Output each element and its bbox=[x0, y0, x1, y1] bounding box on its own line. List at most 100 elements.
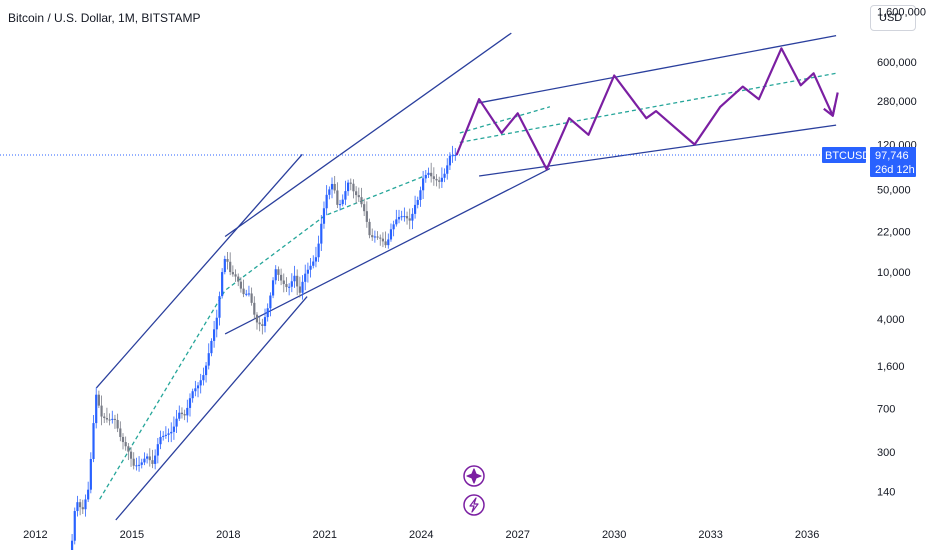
candle-body bbox=[79, 502, 82, 508]
candle-body bbox=[239, 281, 243, 289]
symbol-badge-text: BTCUSD bbox=[825, 150, 870, 162]
candle-body bbox=[360, 197, 363, 205]
candle-body bbox=[95, 394, 98, 424]
candle-body bbox=[154, 455, 157, 464]
candles bbox=[70, 145, 457, 550]
candle-body bbox=[288, 286, 291, 288]
candle-body bbox=[346, 182, 350, 192]
candle-body bbox=[108, 419, 111, 421]
candle-body bbox=[400, 216, 403, 218]
candle-body bbox=[218, 296, 221, 318]
candle-body bbox=[373, 236, 376, 238]
y-tick-label: 700 bbox=[877, 404, 895, 416]
candle-body bbox=[191, 391, 194, 399]
candle-body bbox=[277, 269, 280, 275]
candle-countdown: 26d 12h bbox=[875, 164, 915, 176]
sparkle-icon[interactable] bbox=[463, 465, 485, 487]
candle-body bbox=[443, 173, 446, 178]
candle-body bbox=[258, 322, 261, 325]
x-tick-label: 2030 bbox=[602, 529, 626, 541]
candle-body bbox=[363, 204, 366, 212]
candle-body bbox=[121, 436, 125, 443]
candle-body bbox=[180, 412, 184, 415]
candle-body bbox=[124, 442, 127, 447]
candle-body bbox=[175, 418, 178, 427]
candle-body bbox=[186, 407, 189, 416]
x-tick-label: 2036 bbox=[795, 529, 819, 541]
candle-body bbox=[266, 308, 269, 318]
candle-body bbox=[103, 416, 106, 419]
candle-body bbox=[100, 405, 103, 417]
candle-body bbox=[207, 353, 210, 366]
candle-body bbox=[116, 419, 119, 429]
candle-body bbox=[395, 219, 398, 225]
candle-body bbox=[231, 272, 234, 275]
candle-body bbox=[105, 418, 109, 420]
channel-line-mid-lower bbox=[224, 168, 551, 335]
candle-body bbox=[357, 195, 360, 198]
candle-body bbox=[202, 375, 205, 381]
candle-body bbox=[336, 190, 339, 205]
y-tick-label: 300 bbox=[877, 447, 895, 459]
candle-body bbox=[296, 275, 299, 287]
midline-mid-trend-3 bbox=[459, 72, 837, 144]
candle-body bbox=[322, 208, 326, 224]
candle-body bbox=[301, 281, 304, 293]
candle-body bbox=[392, 224, 395, 230]
candle-body bbox=[73, 511, 76, 541]
candle-body bbox=[146, 456, 149, 459]
candle-body bbox=[156, 444, 159, 456]
candle-body bbox=[223, 258, 226, 273]
candle-body bbox=[172, 426, 176, 432]
candle-body bbox=[430, 172, 433, 177]
candle-body bbox=[76, 502, 79, 512]
candle-body bbox=[440, 177, 443, 182]
candle-body bbox=[148, 456, 151, 461]
candle-body bbox=[97, 394, 100, 406]
candle-body bbox=[438, 180, 441, 182]
y-tick-label: 1,600 bbox=[877, 361, 905, 373]
candle-body bbox=[349, 182, 352, 184]
y-tick-label: 50,000 bbox=[877, 184, 911, 196]
x-tick-label: 2015 bbox=[120, 529, 144, 541]
candle-body bbox=[405, 216, 409, 219]
candle-body bbox=[451, 155, 454, 157]
candle-body bbox=[245, 293, 248, 295]
y-axis[interactable]: 1403007001,6004,00010,00022,00050,000120… bbox=[877, 6, 926, 498]
candle-body bbox=[411, 213, 414, 221]
candle-body bbox=[127, 446, 130, 452]
last-price-value: 97,746 bbox=[875, 150, 909, 162]
projection-line bbox=[455, 47, 839, 171]
channel-line-late-lower bbox=[479, 124, 837, 177]
candle-body bbox=[143, 458, 146, 463]
candle-body bbox=[196, 385, 200, 389]
candle-body bbox=[213, 329, 216, 341]
y-tick-label: 600,000 bbox=[877, 57, 917, 69]
channel-line-late-upper bbox=[478, 34, 837, 104]
y-tick-label: 22,000 bbox=[877, 227, 911, 239]
x-tick-label: 2033 bbox=[698, 529, 722, 541]
last-price-badge bbox=[870, 147, 916, 178]
candle-body bbox=[285, 284, 288, 288]
candle-body bbox=[178, 412, 181, 419]
candle-body bbox=[328, 189, 331, 195]
candle-body bbox=[422, 178, 425, 191]
candle-body bbox=[416, 199, 419, 205]
candle-body bbox=[304, 273, 307, 282]
candle-body bbox=[170, 431, 173, 434]
candle-body bbox=[119, 428, 122, 437]
lightning-icon-ring bbox=[463, 494, 485, 516]
candle-body bbox=[376, 236, 379, 238]
x-tick-label: 2012 bbox=[23, 529, 47, 541]
candle-body bbox=[432, 176, 435, 179]
candle-body bbox=[162, 435, 165, 437]
currency-button[interactable]: USD bbox=[870, 5, 916, 31]
x-axis[interactable]: 2012 2015 2018 2021 2024 2027 2030 2033 2036 bbox=[23, 529, 819, 541]
lightning-icon[interactable] bbox=[463, 494, 485, 516]
candle-body bbox=[210, 340, 213, 354]
channel-line-early-upper bbox=[96, 153, 303, 389]
candle-body bbox=[427, 172, 430, 175]
chart-tool-icons[interactable] bbox=[463, 465, 485, 516]
candle-body bbox=[379, 237, 382, 239]
